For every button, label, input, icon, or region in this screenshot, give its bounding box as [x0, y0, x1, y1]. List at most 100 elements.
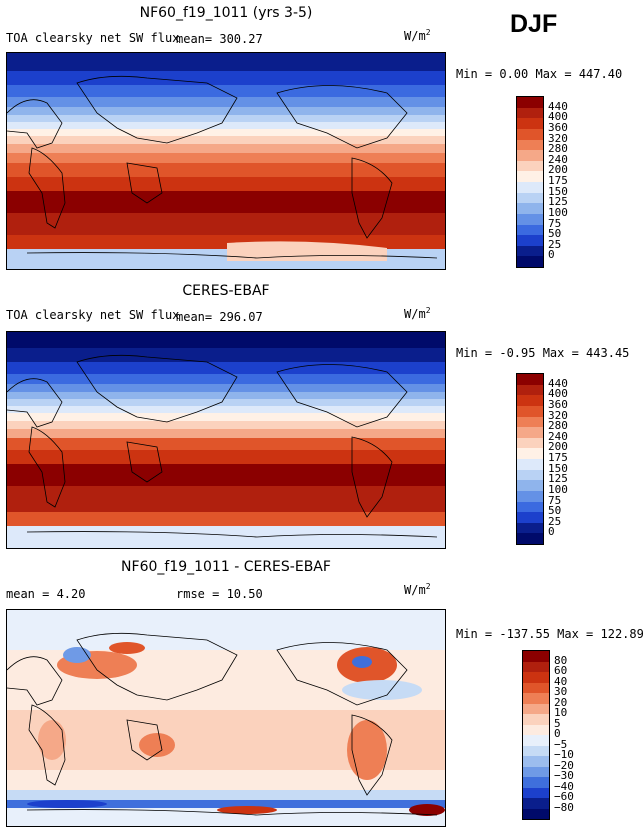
colorbar-swatch	[517, 224, 543, 236]
band	[7, 115, 445, 122]
colorbar-swatch	[517, 235, 543, 246]
colorbar-swatch	[517, 459, 543, 470]
band	[7, 235, 445, 249]
colorbar-tick-label: −30	[554, 769, 574, 782]
unit-exponent: 2	[425, 306, 431, 315]
colorbar-tick-label: 25	[548, 514, 562, 528]
colorbar-swatch	[517, 448, 543, 459]
colorbar-swatch	[517, 522, 543, 534]
band	[7, 85, 445, 97]
band	[7, 438, 445, 450]
colorbar-swatch	[517, 501, 543, 513]
band	[7, 374, 445, 384]
panel1-minmax: Min = 0.00 Max = 447.40	[456, 67, 623, 81]
colorbar-tick-label: 80	[554, 653, 568, 667]
patch	[139, 733, 175, 757]
panel1-map-svg	[7, 53, 445, 269]
colorbar-swatch	[517, 139, 543, 151]
band	[7, 97, 445, 107]
colorbar-tick-label: 240	[548, 429, 568, 443]
panel3-map-svg	[7, 610, 445, 826]
colorbar-tick-label: 0	[554, 727, 561, 740]
colorbar-swatch	[523, 777, 549, 788]
coastlines	[7, 75, 438, 259]
band	[7, 413, 445, 421]
band	[7, 332, 445, 348]
colorbar-swatch	[517, 245, 543, 257]
panel3-minmax: Min = -137.55 Max = 122.89	[456, 627, 643, 641]
band	[7, 486, 445, 512]
colorbar-swatch	[517, 171, 543, 182]
colorbar-tick-label: 50	[548, 504, 562, 518]
band	[7, 526, 445, 548]
colorbar-swatch	[517, 107, 543, 119]
colorbar-swatch	[517, 490, 543, 502]
band	[7, 429, 445, 438]
panel2-map-svg	[7, 332, 445, 548]
colorbar-tick-label: 10	[554, 706, 568, 719]
colorbar-swatch	[523, 756, 549, 767]
colorbar-tick-label: −80	[554, 800, 574, 814]
colorbar-swatch	[517, 213, 543, 225]
unit-exponent: 2	[425, 28, 431, 37]
band	[7, 163, 445, 177]
colorbar-tick-label: −60	[554, 790, 574, 803]
colorbar-tick-label: 60	[554, 664, 568, 677]
colorbar-swatch	[517, 469, 543, 481]
colorbar-swatch	[523, 724, 549, 735]
colorbar-swatch	[517, 405, 543, 417]
panel2-map	[6, 331, 446, 549]
band	[7, 122, 445, 129]
panel1-variable-label: TOA clearsky net SW flux	[6, 31, 180, 45]
colorbar-swatch	[523, 651, 549, 662]
colorbar-swatch	[517, 182, 543, 193]
band	[7, 153, 445, 163]
colorbar-swatch	[517, 427, 543, 438]
band	[7, 129, 445, 136]
season-label: DJF	[510, 10, 558, 38]
band	[7, 213, 445, 235]
colorbar-tick-label: 150	[548, 461, 568, 475]
colorbar-swatch	[517, 97, 543, 108]
colorbar-swatch	[523, 714, 549, 725]
colorbar-swatch	[517, 256, 543, 267]
colorbar-tick-label: 320	[548, 408, 568, 422]
colorbar-swatch	[523, 808, 549, 819]
colorbar-tick-label: 360	[548, 397, 568, 411]
coastlines	[7, 354, 438, 538]
panel1-map	[6, 52, 446, 270]
patch	[409, 804, 445, 816]
colorbar-tick-label: 40	[554, 674, 568, 688]
band	[7, 177, 445, 191]
colorbar-swatch	[523, 693, 549, 704]
band	[7, 399, 445, 406]
colorbar-tick-label: 175	[548, 174, 568, 187]
band	[7, 800, 445, 808]
unit-exponent: 2	[425, 582, 431, 591]
colorbar-swatch	[517, 192, 543, 204]
panel3-rmse-label: rmse = 10.50	[176, 587, 263, 601]
colorbar-tick-label: 280	[548, 419, 568, 433]
colorbar-swatch	[523, 766, 549, 777]
colorbar-swatch	[523, 745, 549, 756]
band	[7, 191, 445, 213]
colorbar-tick-label: 0	[548, 248, 555, 262]
colorbar-swatch	[517, 128, 543, 140]
colorbar-tick-label: 100	[548, 482, 568, 496]
patch	[217, 806, 277, 814]
patch	[347, 720, 387, 780]
unit-text: W/m	[404, 307, 426, 321]
panel1-colorbar	[516, 96, 544, 268]
colorbar-tick-label: 240	[548, 152, 568, 166]
band	[7, 136, 445, 144]
colorbar-tick-label: 400	[548, 387, 568, 401]
colorbar-swatch	[523, 703, 549, 714]
colorbar-swatch	[517, 150, 543, 161]
colorbar-tick-label: 125	[548, 472, 568, 486]
colorbar-swatch	[517, 512, 543, 523]
panel2-unit: W/m2	[404, 306, 431, 321]
colorbar-tick-label: 75	[548, 216, 562, 230]
panel3-unit: W/m2	[404, 582, 431, 597]
band	[7, 384, 445, 392]
colorbar-tick-label: 25	[548, 237, 562, 251]
